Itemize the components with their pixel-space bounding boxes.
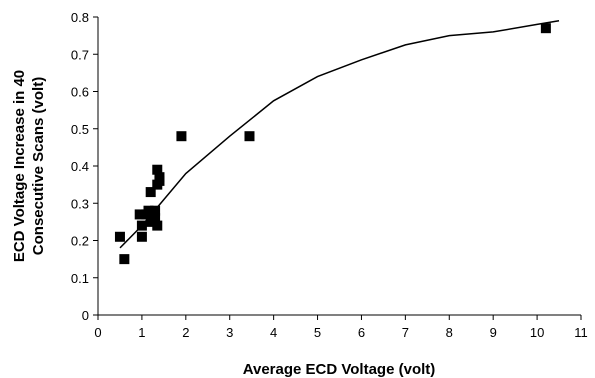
- y-axis-ticks: 0 0.1 0.2 0.3 0.4 0.5 0.6 0.7 0.8: [71, 10, 98, 323]
- data-point-square: [134, 209, 145, 220]
- y-tick-label: 0.4: [71, 159, 89, 174]
- y-tick-label: 0.6: [71, 85, 89, 100]
- y-tick-label: 0.7: [71, 47, 89, 62]
- x-tick-label: 11: [574, 325, 588, 340]
- x-tick-label: 6: [358, 325, 365, 340]
- data-point-square: [119, 254, 130, 265]
- trend-line-group: [119, 19, 560, 249]
- data-point-square: [145, 187, 156, 198]
- data-points: [114, 23, 551, 265]
- data-point-square: [136, 220, 147, 231]
- data-point-square: [540, 23, 551, 34]
- data-point-square: [176, 131, 187, 142]
- x-tick-label: 9: [490, 325, 497, 340]
- x-axis-ticks: 0 1 2 3 4 5 6 7 8 9 10 11: [94, 315, 588, 340]
- x-tick-label: 4: [270, 325, 277, 340]
- y-axis-title-line-1: ECD Voltage Increase in 40: [11, 70, 28, 262]
- data-point-square: [152, 220, 163, 231]
- data-point-square: [244, 131, 255, 142]
- data-point-square: [136, 231, 147, 242]
- x-tick-label: 3: [226, 325, 233, 340]
- data-point-square: [150, 205, 161, 216]
- y-tick-label: 0.1: [71, 271, 89, 286]
- y-tick-label: 0.8: [71, 10, 89, 25]
- x-tick-label: 8: [446, 325, 453, 340]
- y-tick-label: 0.5: [71, 122, 89, 137]
- y-tick-label: 0.2: [71, 234, 89, 249]
- y-tick-label: 0: [82, 308, 89, 323]
- x-tick-label: 10: [530, 325, 544, 340]
- data-point-square: [150, 213, 161, 224]
- axes: [97, 17, 581, 316]
- trend-line: [119, 19, 560, 249]
- y-tick-label: 0.3: [71, 196, 89, 211]
- x-axis-title: Average ECD Voltage (volt): [243, 361, 436, 378]
- data-point-square: [114, 231, 125, 242]
- y-axis-title-line-2: Consecutive Scans (volt): [30, 77, 47, 255]
- data-point-square: [154, 175, 165, 186]
- x-tick-label: 2: [182, 325, 189, 340]
- x-tick-label: 5: [314, 325, 321, 340]
- x-tick-label: 1: [138, 325, 145, 340]
- x-tick-label: 7: [402, 325, 409, 340]
- x-tick-label: 0: [94, 325, 101, 340]
- data-point-square: [152, 164, 163, 175]
